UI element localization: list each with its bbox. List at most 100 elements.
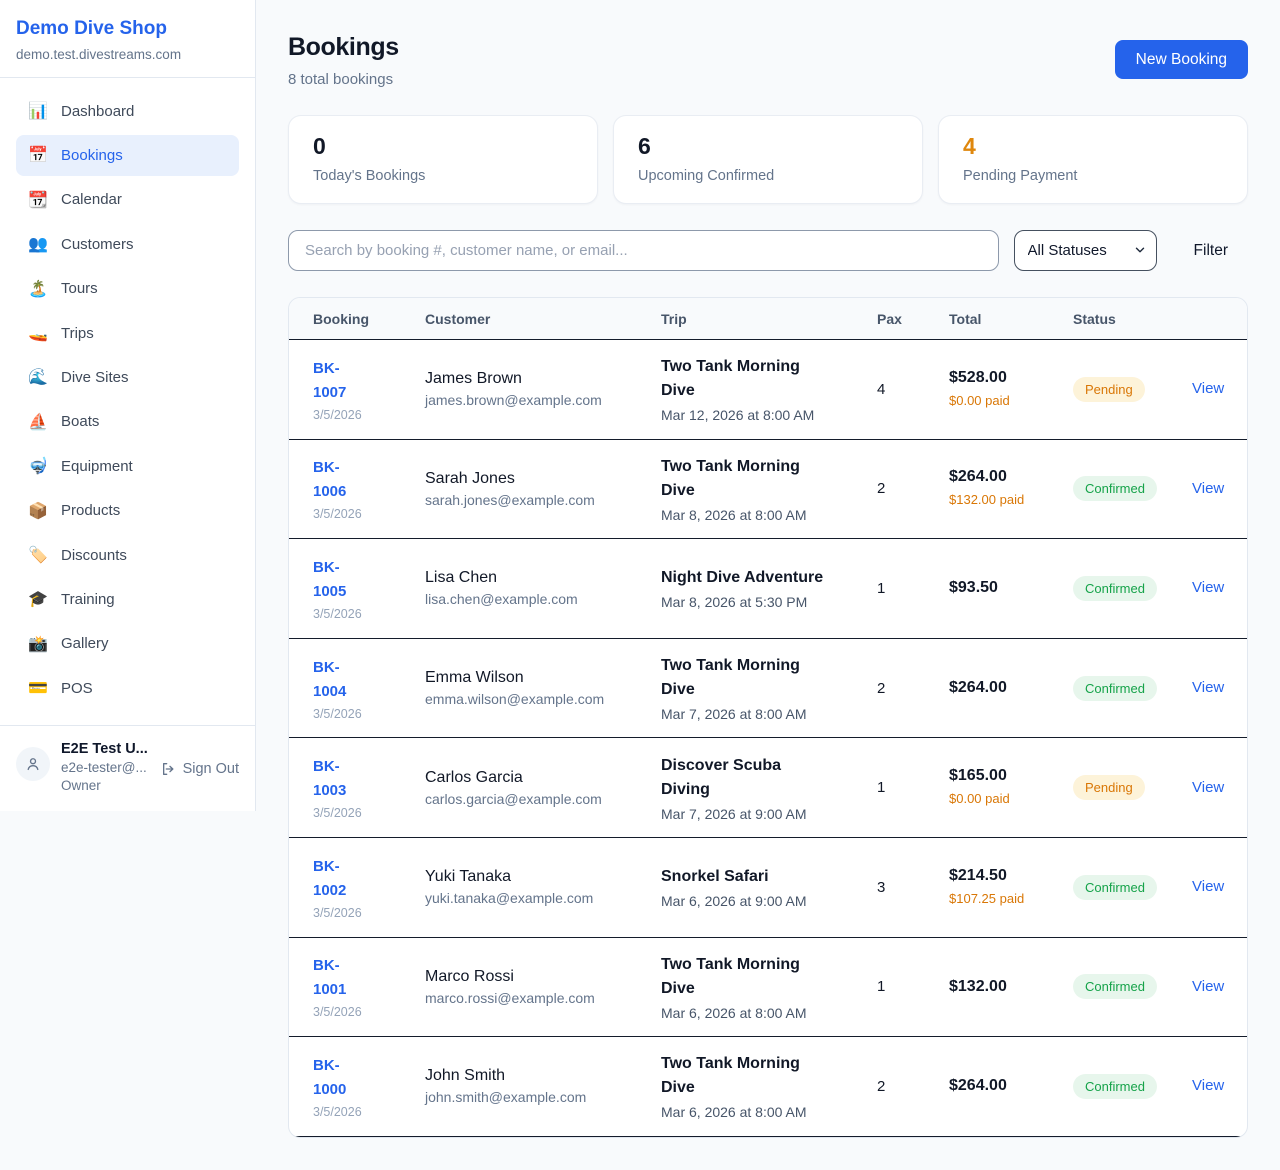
booking-link[interactable]: BK-1003 (313, 758, 347, 800)
stat-card: 4 Pending Payment (938, 115, 1248, 204)
sidebar-item-label: Training (61, 590, 115, 608)
total-cell: $264.00 (949, 679, 1073, 697)
paid-amount: $0.00 paid (949, 790, 1010, 806)
table-row: BK-1007 3/5/2026 James Brown james.brown… (289, 340, 1247, 440)
column-header-booking: Booking (313, 310, 369, 327)
customer-name: Sarah Jones (425, 469, 515, 487)
view-link[interactable]: View (1192, 679, 1225, 697)
bookings-table: Booking Customer Trip Pax Total Status B… (288, 297, 1248, 1138)
sidebar-item-tours[interactable]: 🏝️ Tours (16, 269, 239, 309)
sidebar-item-dashboard[interactable]: 📊 Dashboard (16, 91, 239, 131)
booking-link[interactable]: BK-1001 (313, 957, 347, 999)
booking-date: 3/5/2026 (313, 1104, 362, 1119)
sidebar-item-dive-sites[interactable]: 🌊 Dive Sites (16, 357, 239, 397)
credit-card-icon: 💳 (28, 678, 48, 698)
avatar (16, 747, 50, 782)
status-badge: Confirmed (1073, 874, 1157, 900)
customer-email: yuki.tanaka@example.com (425, 890, 594, 907)
booking-link[interactable]: BK-1005 (313, 558, 347, 600)
diving-mask-icon: 🤿 (28, 456, 48, 476)
trip-name: Two Tank Morning Dive (661, 457, 800, 499)
booking-date: 3/5/2026 (313, 407, 362, 422)
view-link[interactable]: View (1192, 977, 1225, 995)
column-header-customer: Customer (425, 310, 491, 327)
status-cell: Confirmed (1073, 575, 1192, 601)
customer-name: Lisa Chen (425, 569, 498, 587)
trip-time: Mar 7, 2026 at 9:00 AM (661, 805, 807, 822)
customer-cell: Marco Rossi marco.rossi@example.com (425, 968, 661, 1006)
package-icon: 📦 (28, 500, 48, 520)
sidebar: Demo Dive Shop demo.test.divestreams.com… (0, 0, 256, 812)
total-cell: $93.50 (949, 579, 1073, 597)
total-amount: $93.50 (949, 579, 998, 597)
sidebar-item-pos[interactable]: 💳 POS (16, 668, 239, 708)
sidebar-item-trips[interactable]: 🚤 Trips (16, 313, 239, 353)
trip-name: Snorkel Safari (661, 868, 769, 886)
new-booking-button[interactable]: New Booking (1114, 40, 1248, 79)
view-link[interactable]: View (1192, 878, 1225, 896)
camera-icon: 📸 (28, 633, 48, 653)
sidebar-item-equipment[interactable]: 🤿 Equipment (16, 446, 239, 486)
customer-name: John Smith (425, 1067, 506, 1085)
shop-name: Demo Dive Shop (16, 18, 167, 39)
total-cell: $528.00 $0.00 paid (949, 369, 1073, 411)
sidebar-item-boats[interactable]: ⛵ Boats (16, 402, 239, 442)
trip-cell: Two Tank Morning Dive Mar 8, 2026 at 8:0… (661, 455, 877, 523)
total-amount: $264.00 (949, 1077, 1007, 1095)
stats-row: 0 Today's Bookings 6 Upcoming Confirmed … (288, 115, 1248, 204)
customer-cell: Lisa Chen lisa.chen@example.com (425, 569, 661, 607)
user-email: e2e-tester@... (61, 760, 147, 776)
trip-time: Mar 6, 2026 at 9:00 AM (661, 893, 807, 910)
sidebar-item-label: Trips (61, 324, 94, 342)
view-link[interactable]: View (1192, 1077, 1225, 1095)
sidebar-item-bookings[interactable]: 📅 Bookings (16, 135, 239, 176)
customer-name: James Brown (425, 370, 522, 388)
view-link[interactable]: View (1192, 479, 1225, 497)
booking-link[interactable]: BK-1004 (313, 658, 347, 700)
trip-time: Mar 6, 2026 at 8:00 AM (661, 1004, 807, 1021)
stat-label: Upcoming Confirmed (638, 168, 775, 184)
search-input[interactable] (288, 230, 999, 271)
trip-time: Mar 12, 2026 at 8:00 AM (661, 407, 815, 424)
booking-link[interactable]: BK-1007 (313, 359, 347, 401)
total-amount: $214.50 (949, 866, 1007, 884)
view-link[interactable]: View (1192, 579, 1225, 597)
trip-cell: Discover Scuba Diving Mar 7, 2026 at 9:0… (661, 754, 877, 822)
sign-out-button[interactable]: Sign Out (160, 761, 239, 777)
customer-email: james.brown@example.com (425, 392, 602, 409)
sidebar-item-gallery[interactable]: 📸 Gallery (16, 624, 239, 664)
status-cell: Pending (1073, 775, 1192, 801)
view-link[interactable]: View (1192, 380, 1225, 398)
table-row: BK-1000 3/5/2026 John Smith john.smith@e… (289, 1037, 1247, 1137)
booking-cell: BK-1006 3/5/2026 (313, 456, 425, 521)
sidebar-item-label: Equipment (61, 457, 133, 475)
table-row: BK-1006 3/5/2026 Sarah Jones sarah.jones… (289, 440, 1247, 540)
booking-date: 3/5/2026 (313, 606, 362, 621)
people-icon: 👥 (28, 234, 48, 254)
view-link[interactable]: View (1192, 778, 1225, 796)
booking-date: 3/5/2026 (313, 806, 362, 821)
sidebar-item-label: Calendar (61, 191, 122, 209)
status-select[interactable]: All Statuses (1013, 230, 1157, 271)
total-amount: $264.00 (949, 468, 1007, 486)
sidebar-item-customers[interactable]: 👥 Customers (16, 224, 239, 264)
sidebar-item-discounts[interactable]: 🏷️ Discounts (16, 535, 239, 575)
booking-date: 3/5/2026 (313, 706, 362, 721)
booking-link[interactable]: BK-1002 (313, 857, 347, 899)
table-row: BK-1003 3/5/2026 Carlos Garcia carlos.ga… (289, 738, 1247, 838)
table-header-row: Booking Customer Trip Pax Total Status (289, 298, 1247, 340)
sidebar-item-products[interactable]: 📦 Products (16, 491, 239, 531)
total-cell: $264.00 (949, 1077, 1073, 1095)
sidebar-item-training[interactable]: 🎓 Training (16, 579, 239, 619)
sidebar-item-calendar[interactable]: 📆 Calendar (16, 180, 239, 220)
filter-button[interactable]: Filter (1188, 241, 1234, 261)
status-badge: Pending (1073, 376, 1145, 402)
user-role: Owner (61, 778, 101, 794)
page-title: Bookings (288, 33, 399, 61)
paid-amount: $0.00 paid (949, 392, 1010, 408)
status-cell: Confirmed (1073, 476, 1192, 502)
booking-link[interactable]: BK-1000 (313, 1056, 347, 1098)
status-cell: Confirmed (1073, 675, 1192, 701)
booking-link[interactable]: BK-1006 (313, 459, 347, 501)
booking-cell: BK-1004 3/5/2026 (313, 656, 425, 721)
